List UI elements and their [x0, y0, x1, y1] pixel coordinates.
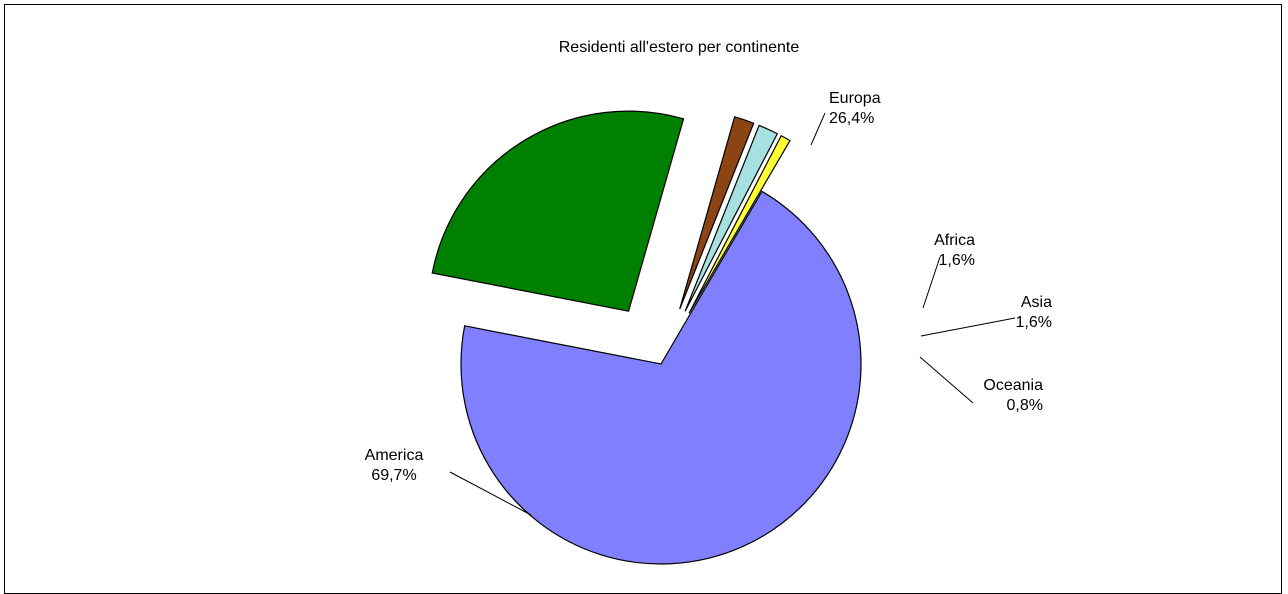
leader-line-oceania — [919, 356, 974, 404]
slice-percent-europa: 26,4% — [829, 110, 874, 127]
slice-percent-america: 69,7% — [371, 467, 416, 484]
slice-percent-asia: 1,6% — [1016, 314, 1052, 331]
slice-label-europa: Europa — [829, 90, 881, 107]
pie-slice-america — [460, 190, 862, 565]
slice-label-africa: Africa — [934, 232, 975, 249]
slice-label-oceania: Oceania — [983, 377, 1043, 394]
pie-chart: Residenti all'estero per continente Euro… — [365, 39, 1052, 565]
pie-slice-asia — [684, 124, 779, 312]
leader-line-asia — [920, 317, 1016, 337]
chart-frame: Residenti all'estero per continente Euro… — [4, 4, 1282, 594]
slice-percent-oceania: 0,8% — [1007, 397, 1043, 414]
pie-slice-europa — [431, 110, 685, 312]
leader-line-america — [449, 471, 532, 516]
chart-title: Residenti all'estero per continente — [559, 39, 800, 56]
slice-label-asia: Asia — [1021, 294, 1052, 311]
leader-line-africa — [922, 256, 941, 309]
leader-line-europa — [810, 112, 826, 146]
slice-percent-africa: 1,6% — [939, 252, 975, 269]
pie-slice-oceania — [688, 134, 791, 314]
pie-slice-africa — [679, 116, 755, 310]
slice-label-america: America — [365, 447, 424, 464]
